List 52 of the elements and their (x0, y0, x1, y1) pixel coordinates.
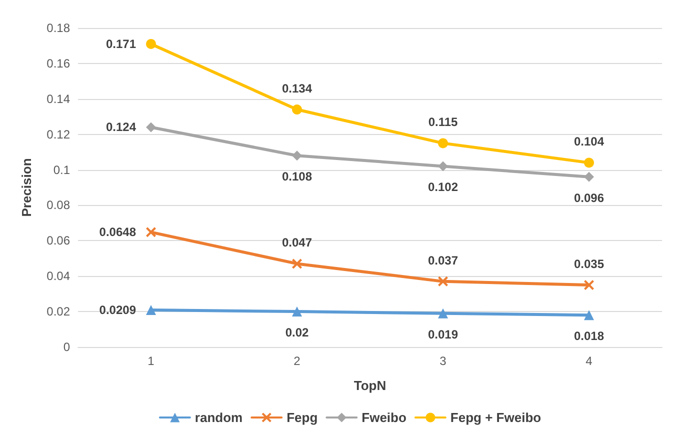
point (438, 161, 448, 172)
x-tick-label: 4 (586, 354, 593, 368)
y-tick-label: 0.16 (46, 56, 70, 70)
point (292, 104, 302, 115)
y-tick-label: 0.08 (46, 198, 70, 212)
point (146, 304, 156, 315)
y-tick-label: 0.04 (46, 269, 70, 284)
x-axis-title: TopN (354, 378, 386, 393)
data-label: 0.037 (428, 253, 458, 268)
data-label: 0.0209 (99, 302, 136, 317)
point (438, 308, 448, 318)
legend-label: Fepg (286, 410, 318, 425)
point (292, 258, 302, 269)
point (584, 310, 594, 320)
data-label: 0.096 (574, 190, 604, 205)
data-label: 0.171 (106, 36, 136, 51)
point (292, 306, 302, 317)
legend-label: Fweibo (362, 410, 406, 425)
y-tick-label: 0 (63, 340, 70, 354)
data-label: 0.035 (574, 256, 604, 271)
y-axis-title: Precision (19, 158, 34, 217)
data-label: 0.02 (285, 326, 309, 340)
point (438, 138, 448, 148)
data-label: 0.134 (282, 82, 312, 96)
data-label: 0.0648 (99, 225, 136, 240)
data-label: 0.115 (428, 115, 458, 130)
y-tick-label: 0.12 (46, 127, 70, 142)
point (146, 38, 156, 49)
y-tick-label: 0.14 (46, 92, 70, 106)
y-tick-label: 0.1 (53, 162, 70, 177)
data-label: 0.019 (428, 327, 458, 342)
point (146, 227, 156, 238)
legend-label: Fepg + Fweibo (450, 410, 542, 425)
x-tick-label: 2 (294, 354, 301, 368)
point (584, 172, 594, 182)
data-label: 0.102 (428, 180, 458, 194)
y-tick-label: 0.18 (46, 21, 70, 35)
point (146, 122, 156, 132)
x-tick-label: 1 (148, 354, 155, 368)
y-tick-label: 0.06 (46, 234, 70, 248)
x-tick-label: 3 (440, 354, 447, 368)
data-label: 0.108 (282, 170, 312, 184)
data-label: 0.047 (282, 236, 312, 250)
data-label: 0.018 (574, 329, 604, 344)
data-label: 0.104 (574, 134, 604, 149)
y-tick-label: 0.02 (46, 304, 70, 319)
legend-label: random (194, 410, 243, 425)
point (584, 158, 594, 168)
point (584, 280, 594, 290)
data-label: 0.124 (106, 120, 136, 134)
point (292, 150, 302, 161)
point (438, 276, 448, 286)
